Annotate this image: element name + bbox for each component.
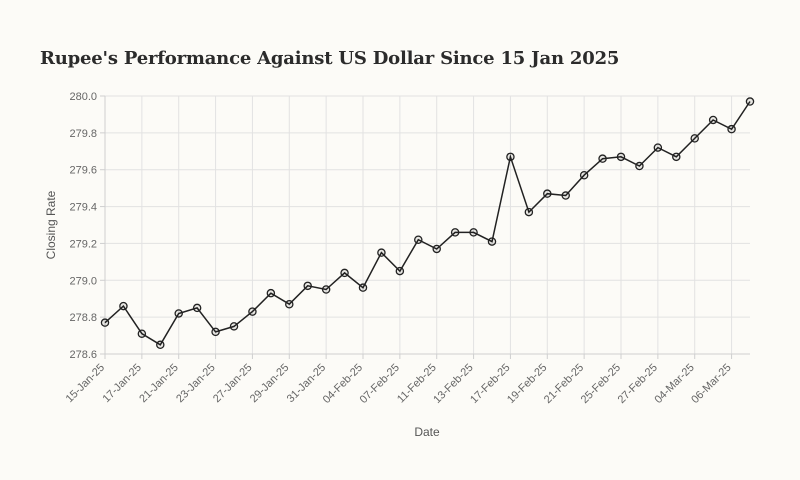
series-points <box>100 97 755 350</box>
data-point <box>708 115 718 125</box>
x-tick-label: 29-Jan-25 <box>248 362 292 406</box>
data-point <box>598 154 607 163</box>
data-point <box>248 307 257 316</box>
data-point <box>211 327 220 337</box>
data-point <box>192 303 202 313</box>
data-point <box>506 152 515 162</box>
data-point <box>745 97 755 106</box>
x-tick-label: 06-Mar-25 <box>689 362 733 406</box>
x-tick-label: 23-Jan-25 <box>174 362 218 406</box>
y-tick-label: 279.4 <box>69 202 97 214</box>
y-axis-ticks: 278.6 278.8 279.0 279.2 279.4 279.6 279.8 280.0 <box>69 91 97 361</box>
x-tick-label: 15-Jan-25 <box>64 362 108 406</box>
data-point <box>579 170 589 180</box>
data-point <box>285 299 294 309</box>
data-point <box>100 318 110 327</box>
x-axis-label: Date <box>414 425 440 439</box>
data-point <box>469 228 478 237</box>
data-point <box>524 207 534 217</box>
x-tick-label: 21-Jan-25 <box>137 362 181 406</box>
data-point <box>616 152 626 162</box>
x-axis-ticks: 15-Jan-2517-Jan-2521-Jan-2523-Jan-2527-J… <box>64 362 734 406</box>
y-axis-label: Closing Rate <box>44 190 58 259</box>
data-point <box>561 191 570 200</box>
data-point <box>653 143 663 152</box>
series-line <box>104 101 751 346</box>
data-point <box>414 235 423 244</box>
data-point <box>266 288 276 298</box>
data-point <box>727 124 736 134</box>
y-tick-label: 278.8 <box>69 312 97 324</box>
data-point <box>340 268 349 278</box>
data-point <box>303 281 312 291</box>
data-point <box>487 237 497 246</box>
data-point <box>358 283 368 292</box>
gridlines <box>104 95 750 355</box>
chart-title: Rupee's Performance Against US Dollar Si… <box>40 48 620 69</box>
y-tick-label: 279.0 <box>69 275 97 287</box>
data-point <box>395 266 405 276</box>
y-tick-label: 279.8 <box>69 128 97 140</box>
data-point <box>672 152 681 162</box>
x-tick-label: 17-Jan-25 <box>100 362 144 406</box>
data-point <box>377 248 386 257</box>
y-tick-label: 279.2 <box>69 238 97 250</box>
data-point <box>137 329 147 338</box>
data-point <box>635 161 644 171</box>
axes <box>100 95 750 359</box>
data-point <box>543 189 552 198</box>
data-point <box>156 340 165 350</box>
data-point <box>321 285 331 294</box>
data-point <box>690 134 699 143</box>
data-point <box>174 309 183 318</box>
y-tick-label: 279.6 <box>69 165 97 177</box>
data-point <box>229 322 239 331</box>
y-tick-label: 280.0 <box>69 91 97 103</box>
data-point <box>450 228 460 237</box>
data-point <box>119 301 128 311</box>
x-tick-label: 07-Feb-25 <box>358 362 402 406</box>
data-point <box>432 244 441 254</box>
y-tick-label: 278.6 <box>69 349 97 361</box>
x-tick-label: 27-Jan-25 <box>211 362 255 406</box>
